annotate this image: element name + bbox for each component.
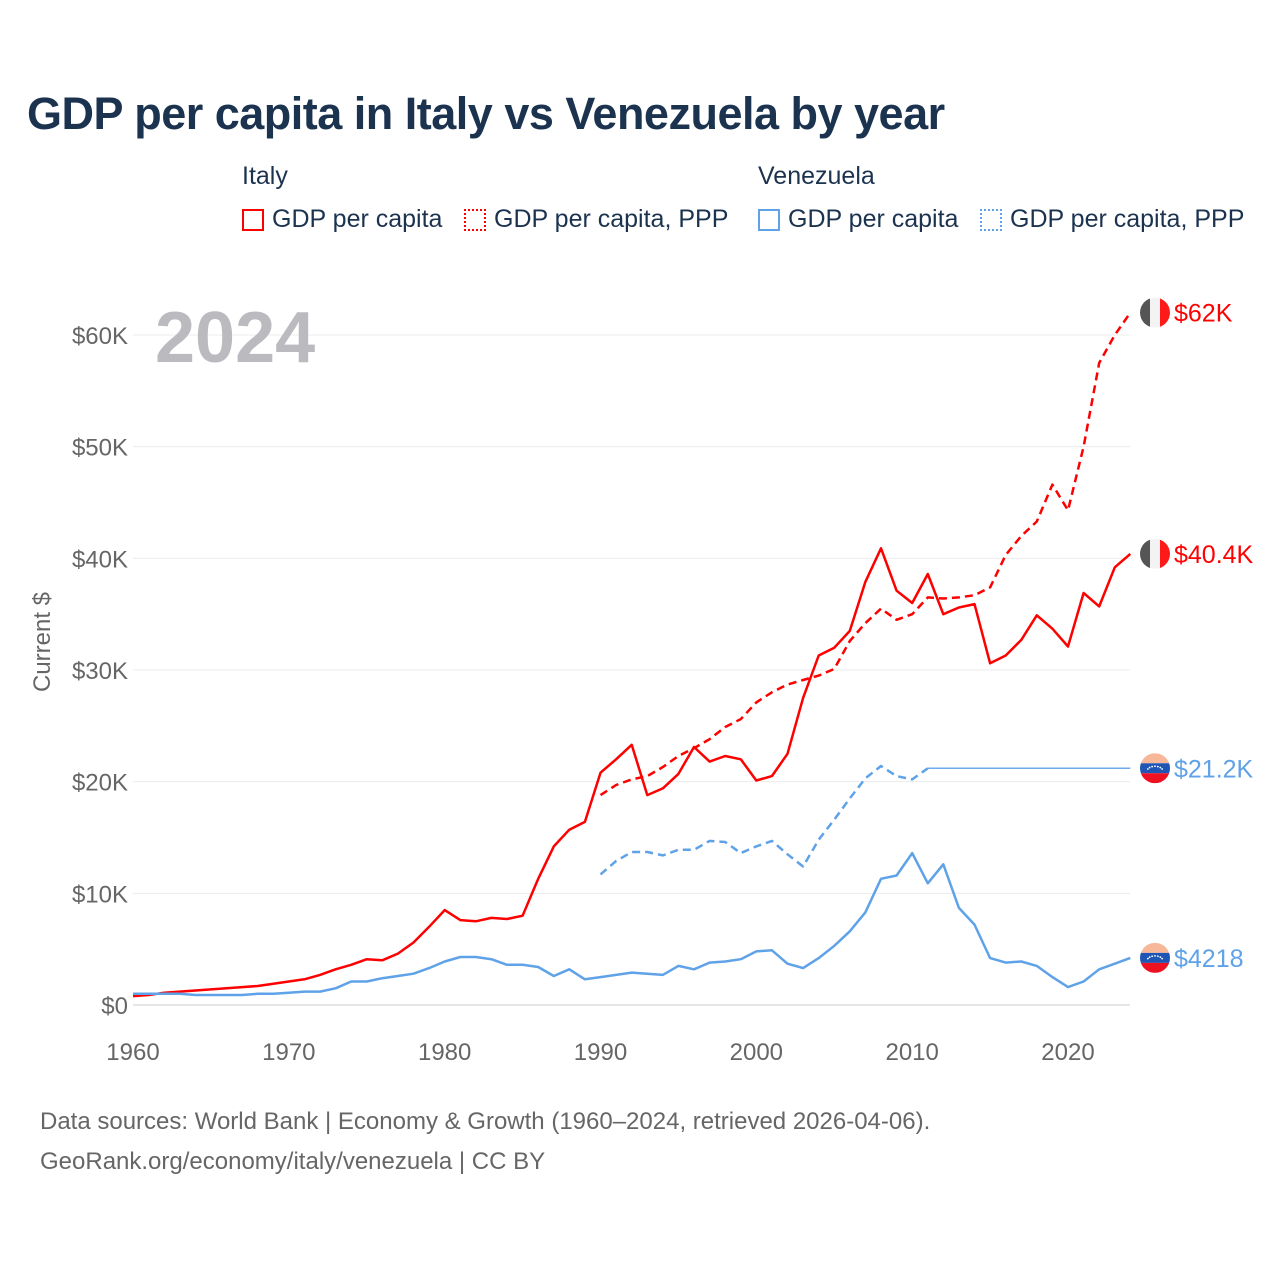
- legend-swatch-solid: [242, 208, 264, 231]
- series-line-venezuela-gdp-per-capita: [133, 851, 1131, 997]
- x-tick-label: 2010: [885, 1039, 938, 1066]
- flag-star: [1159, 956, 1162, 959]
- flag-stripe: [1160, 538, 1170, 569]
- flag-stripe: [1140, 763, 1170, 774]
- legend-group-venezuela: Venezuela: [758, 162, 875, 190]
- flag-stripe: [1140, 962, 1170, 973]
- legend-italy-ppp[interactable]: GDP per capita, PPP: [464, 205, 728, 234]
- x-tick-label: 1970: [262, 1039, 315, 1066]
- flag-star: [1146, 957, 1149, 960]
- y-tick-label: $0: [101, 993, 128, 1020]
- legend-label: GDP per capita: [788, 205, 959, 233]
- flag-stripe: [1160, 297, 1170, 328]
- italy-flag-icon: [1140, 538, 1170, 569]
- footer-sources: Data sources: World Bank | Economy & Gro…: [40, 1108, 931, 1135]
- flag-star: [1156, 765, 1159, 768]
- y-tick-label: $10K: [72, 881, 128, 908]
- y-tick-label: $40K: [72, 546, 128, 573]
- end-value-label: $62K: [1174, 300, 1233, 328]
- x-tick-label: 2020: [1041, 1039, 1094, 1066]
- legend-group-italy: Italy: [242, 162, 288, 190]
- venezuela-flag-icon: [1140, 942, 1170, 973]
- year-watermark: 2024: [155, 298, 315, 378]
- y-axis-label: Current $: [29, 592, 56, 692]
- flag-star: [1151, 955, 1154, 958]
- legend-swatch-dotted: [980, 208, 1002, 231]
- flag-stripe: [1140, 952, 1170, 963]
- flag-star: [1159, 766, 1162, 769]
- flag-star: [1148, 766, 1151, 769]
- y-tick-label: $20K: [72, 770, 128, 797]
- end-value-label: $21.2K: [1174, 755, 1254, 783]
- flag-stripe: [1140, 297, 1150, 328]
- legend-label: GDP per capita, PPP: [494, 205, 729, 233]
- flag-star: [1161, 768, 1164, 770]
- venezuela-flag-icon: [1140, 753, 1170, 784]
- y-tick-label: $50K: [72, 435, 128, 462]
- flag-star: [1156, 955, 1159, 958]
- legend-label: GDP per capita: [272, 205, 443, 233]
- flag-star: [1151, 765, 1154, 768]
- chart-title: GDP per capita in Italy vs Venezuela by …: [27, 88, 945, 139]
- x-tick-label: 1990: [574, 1039, 627, 1066]
- flag-stripe: [1140, 773, 1170, 784]
- flag-stripe: [1140, 942, 1170, 953]
- legend-venezuela-ppp[interactable]: GDP per capita, PPP: [980, 205, 1244, 234]
- end-value-label: $4218: [1174, 945, 1244, 973]
- legend-venezuela-gdp[interactable]: GDP per capita: [758, 205, 958, 234]
- legend-swatch-dotted: [464, 208, 486, 231]
- flag-star: [1154, 765, 1156, 768]
- legend-label: GDP per capita, PPP: [1010, 205, 1245, 233]
- flag-stripe: [1150, 538, 1160, 569]
- legend-italy-gdp[interactable]: GDP per capita: [242, 205, 442, 234]
- flag-star: [1148, 956, 1151, 959]
- y-tick-label: $30K: [72, 658, 128, 685]
- flag-star: [1146, 768, 1149, 770]
- x-tick-label: 2000: [730, 1039, 783, 1066]
- x-tick-label: 1960: [106, 1039, 159, 1066]
- series-line-venezuela-gdp-per-capita-ppp: [599, 764, 929, 876]
- flag-star: [1154, 954, 1156, 957]
- italy-flag-icon: [1140, 297, 1170, 328]
- flag-star: [1161, 957, 1164, 960]
- footer-attribution[interactable]: GeoRank.org/economy/italy/venezuela | CC…: [40, 1148, 546, 1175]
- legend-swatch-solid: [758, 208, 780, 231]
- flag-stripe: [1140, 538, 1150, 569]
- series-line-italy-gdp-per-capita: [132, 547, 1132, 998]
- flag-stripe: [1150, 297, 1160, 328]
- flag-stripe: [1140, 753, 1170, 764]
- y-tick-label: $60K: [72, 323, 128, 350]
- x-tick-label: 1980: [418, 1039, 471, 1066]
- end-value-label: $40.4K: [1174, 541, 1254, 569]
- series-line-italy-gdp-per-capita-ppp: [599, 311, 1132, 797]
